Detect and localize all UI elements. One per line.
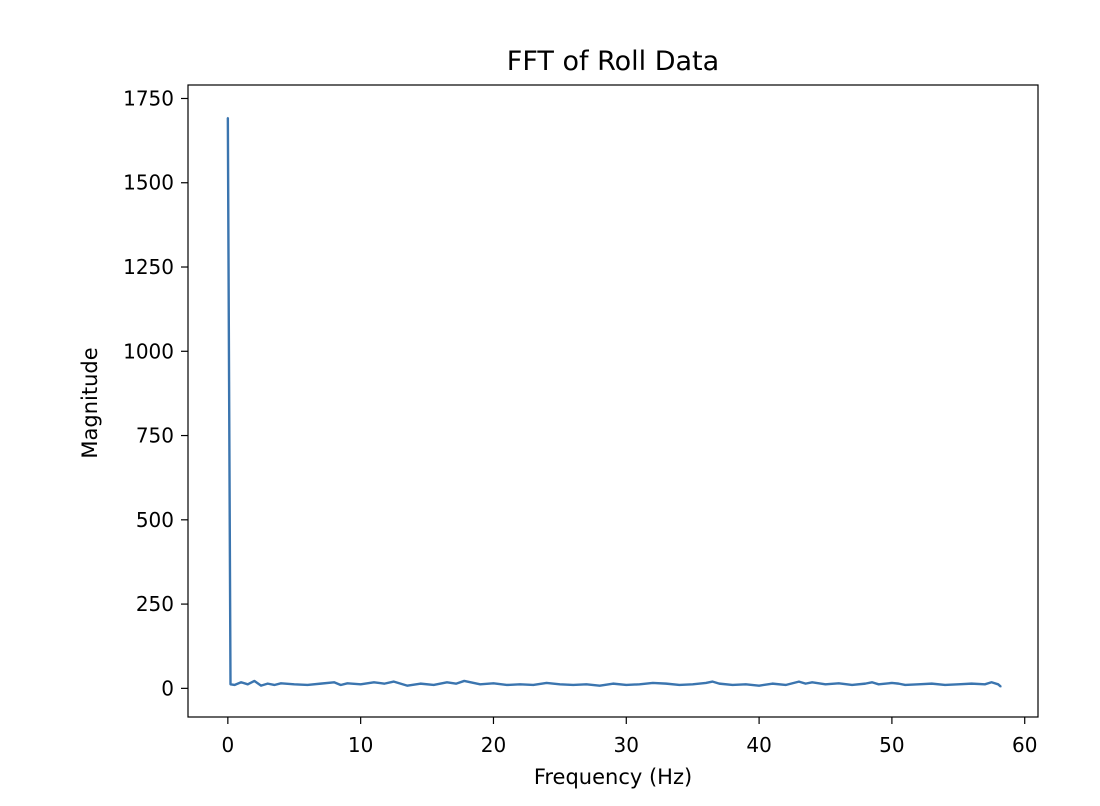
data-point bbox=[260, 684, 262, 687]
data-point bbox=[930, 682, 933, 685]
data-point bbox=[463, 680, 466, 682]
data-point bbox=[718, 682, 721, 685]
data-point bbox=[970, 682, 973, 685]
chart-title: FFT of Roll Data bbox=[507, 46, 719, 77]
data-point bbox=[598, 684, 601, 687]
data-point bbox=[997, 683, 999, 686]
data-point bbox=[233, 684, 236, 686]
data-point bbox=[871, 681, 873, 684]
data-point bbox=[229, 683, 232, 686]
data-point bbox=[804, 682, 807, 685]
data-point bbox=[984, 683, 986, 686]
data-point bbox=[446, 681, 448, 684]
data-point bbox=[864, 682, 867, 685]
data-point bbox=[745, 683, 747, 686]
data-point bbox=[705, 682, 707, 684]
data-point bbox=[383, 682, 386, 685]
y-tick-label: 1750 bbox=[123, 86, 174, 110]
data-point bbox=[758, 684, 760, 687]
data-point bbox=[306, 684, 309, 686]
data-point bbox=[406, 684, 408, 687]
data-point bbox=[944, 684, 946, 686]
data-point bbox=[612, 682, 614, 685]
data-point bbox=[545, 682, 548, 684]
data-point bbox=[492, 682, 495, 685]
data-point bbox=[585, 683, 588, 686]
data-point bbox=[246, 683, 249, 686]
x-tick-label: 0 bbox=[221, 733, 234, 757]
data-point bbox=[897, 682, 900, 685]
data-point bbox=[280, 682, 282, 685]
y-tick-label: 1500 bbox=[123, 171, 174, 195]
data-point bbox=[253, 680, 256, 682]
data-point bbox=[505, 684, 508, 686]
data-point bbox=[293, 683, 296, 686]
y-tick-label: 750 bbox=[136, 424, 174, 448]
data-point bbox=[638, 683, 641, 686]
data-point bbox=[691, 683, 694, 686]
y-axis: 0 250 500 750 1000 1250 1500 1750 bbox=[123, 86, 188, 700]
data-point bbox=[240, 681, 242, 684]
data-point bbox=[917, 683, 920, 686]
data-point bbox=[625, 684, 628, 686]
y-tick-label: 250 bbox=[136, 592, 174, 616]
x-tick-label: 10 bbox=[348, 733, 373, 757]
data-point bbox=[346, 682, 349, 685]
data-point bbox=[519, 683, 521, 686]
y-axis-label: Magnitude bbox=[78, 347, 102, 458]
data-point bbox=[432, 684, 435, 686]
data-point bbox=[273, 684, 276, 686]
data-point bbox=[771, 682, 774, 685]
data-point bbox=[665, 682, 667, 685]
x-axis: 0 10 20 30 40 50 60 bbox=[221, 717, 1037, 757]
data-point bbox=[455, 682, 458, 685]
x-tick-label: 30 bbox=[614, 733, 639, 757]
data-point bbox=[1000, 685, 1002, 688]
data-point bbox=[227, 116, 229, 119]
y-tick-label: 1250 bbox=[123, 255, 174, 279]
data-point bbox=[320, 682, 322, 685]
data-point bbox=[904, 684, 906, 686]
data-point bbox=[266, 682, 269, 685]
data-point bbox=[678, 684, 681, 686]
data-point bbox=[559, 683, 561, 686]
data-point bbox=[957, 683, 960, 686]
data-point bbox=[359, 683, 362, 686]
data-point bbox=[373, 681, 375, 684]
data-point bbox=[652, 682, 654, 684]
x-axis-label: Frequency (Hz) bbox=[534, 765, 692, 789]
data-point bbox=[811, 681, 814, 684]
x-tick-label: 50 bbox=[879, 733, 904, 757]
data-point bbox=[798, 680, 800, 683]
x-tick-label: 40 bbox=[746, 733, 771, 757]
data-point bbox=[339, 684, 342, 686]
data-point bbox=[784, 684, 787, 686]
y-tick-label: 0 bbox=[161, 676, 174, 700]
x-tick-label: 60 bbox=[1012, 733, 1037, 757]
data-point bbox=[891, 682, 893, 684]
data-point bbox=[479, 683, 481, 686]
data-point bbox=[572, 684, 574, 686]
data-point bbox=[711, 680, 714, 683]
data-point bbox=[877, 683, 880, 686]
data-point bbox=[824, 683, 827, 686]
data-point bbox=[333, 681, 335, 684]
data-point bbox=[990, 681, 993, 684]
y-tick-label: 500 bbox=[136, 508, 174, 532]
data-point bbox=[851, 684, 853, 686]
x-tick-label: 20 bbox=[481, 733, 506, 757]
y-tick-label: 1000 bbox=[123, 339, 174, 363]
data-point bbox=[419, 682, 422, 685]
data-point bbox=[731, 684, 734, 686]
data-point bbox=[837, 682, 840, 685]
axes-frame bbox=[187, 84, 1039, 718]
data-point bbox=[532, 684, 535, 686]
data-point bbox=[393, 680, 395, 683]
plot-area bbox=[187, 84, 1039, 718]
series-line-0 bbox=[226, 117, 1002, 688]
